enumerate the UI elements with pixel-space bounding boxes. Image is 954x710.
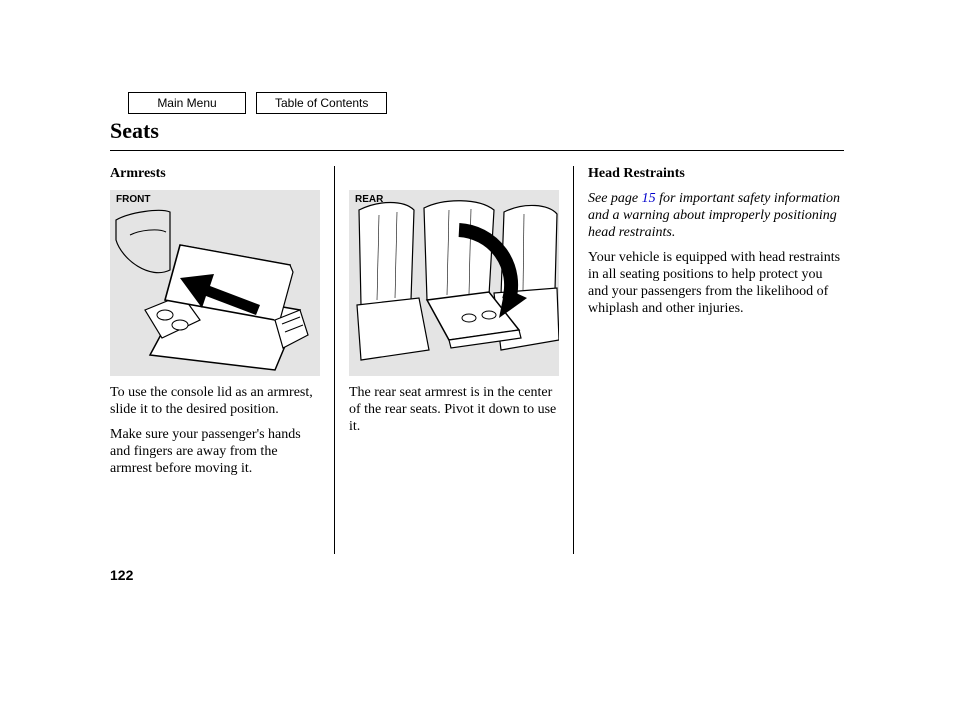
column-right: Head Restraints See page 15 for importan… [574, 166, 844, 554]
rear-armrest-svg [349, 190, 559, 376]
front-diagram-label: FRONT [116, 194, 150, 205]
column-left: Armrests FRONT [110, 166, 334, 554]
rear-armrest-text-1: The rear seat armrest is in the center o… [349, 384, 559, 435]
title-bar: Seats [110, 118, 844, 151]
safety-note-pre: See page [588, 191, 642, 206]
page-title: Seats [110, 118, 844, 144]
front-armrest-text-2: Make sure your passenger's hands and fin… [110, 426, 320, 477]
head-restraints-heading: Head Restraints [588, 166, 844, 182]
title-rule [110, 150, 844, 151]
toc-button[interactable]: Table of Contents [256, 92, 387, 114]
rear-armrest-diagram: REAR [349, 190, 559, 376]
page-15-link[interactable]: 15 [642, 191, 656, 206]
armrests-heading: Armrests [110, 166, 320, 182]
content-columns: Armrests FRONT [110, 166, 844, 554]
nav-button-row: Main Menu Table of Contents [128, 92, 387, 114]
head-restraints-text-1: Your vehicle is equipped with head restr… [588, 249, 844, 317]
front-armrest-diagram: FRONT [110, 190, 320, 376]
rear-diagram-label: REAR [355, 194, 383, 205]
main-menu-button[interactable]: Main Menu [128, 92, 246, 114]
front-armrest-text-1: To use the console lid as an armrest, sl… [110, 384, 320, 418]
page-number: 122 [110, 567, 133, 583]
column-middle: . REAR [334, 166, 574, 554]
safety-note: See page 15 for important safety informa… [588, 190, 844, 241]
front-armrest-svg [110, 190, 320, 376]
manual-page: Main Menu Table of Contents Seats Armres… [0, 0, 954, 710]
